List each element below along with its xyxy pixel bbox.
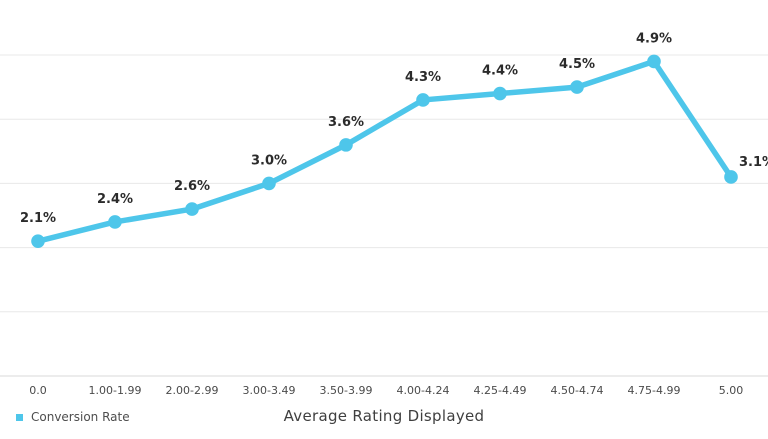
data-point-label: 4.9%: [636, 31, 672, 46]
x-tick-label: 3.00-3.49: [243, 384, 296, 397]
data-point[interactable]: [108, 215, 122, 229]
legend-item-conversion-rate[interactable]: Conversion Rate: [16, 410, 130, 424]
data-point[interactable]: [339, 138, 353, 152]
data-point-label: 4.3%: [405, 70, 441, 85]
x-tick-label: 1.00-1.99: [89, 384, 142, 397]
data-point-label: 4.4%: [482, 64, 518, 79]
data-point[interactable]: [185, 202, 199, 216]
x-tick-label: 4.25-4.49: [474, 384, 527, 397]
data-point-label: 4.5%: [559, 57, 595, 72]
data-point[interactable]: [31, 234, 45, 248]
data-point-label: 2.4%: [97, 192, 133, 207]
x-tick-label: 3.50-3.99: [320, 384, 373, 397]
data-point-label: 2.1%: [20, 211, 56, 226]
data-point-label: 3.0%: [251, 153, 287, 168]
data-point[interactable]: [416, 93, 430, 107]
data-point-label: 3.6%: [328, 115, 364, 130]
data-point[interactable]: [262, 176, 276, 191]
x-tick-label: 2.00-2.99: [166, 384, 219, 397]
legend-swatch-icon: [16, 414, 23, 421]
legend-label: Conversion Rate: [31, 410, 130, 424]
data-point[interactable]: [647, 54, 661, 69]
x-tick-label: 5.00: [719, 384, 744, 397]
data-point[interactable]: [724, 170, 738, 184]
data-point-label: 3.1%: [739, 155, 768, 170]
conversion-rate-line: [35, 58, 734, 244]
x-tick-label: 0.0: [29, 384, 47, 397]
data-point[interactable]: [570, 80, 584, 94]
x-tick-label: 4.75-4.99: [628, 384, 681, 397]
data-point[interactable]: [493, 86, 507, 101]
x-tick-label: 4.50-4.74: [551, 384, 604, 397]
data-point-label: 2.6%: [174, 179, 210, 194]
x-tick-label: 4.00-4.24: [397, 384, 450, 397]
